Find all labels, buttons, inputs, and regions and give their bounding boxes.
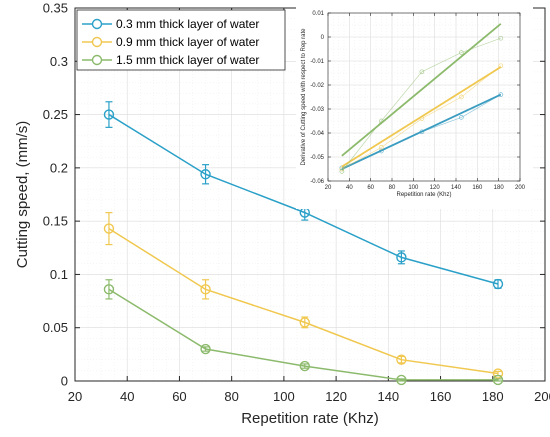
legend-swatch-marker — [91, 36, 103, 48]
data-point — [200, 343, 211, 355]
y-axis-label: Derivative of Cutting speed with respect… — [301, 28, 307, 166]
legend-swatch-marker — [91, 18, 103, 30]
inset-fit-line — [341, 66, 502, 168]
inset-series — [339, 63, 504, 172]
y-tick-label: -0.01 — [310, 59, 324, 65]
data-point — [299, 360, 310, 372]
x-tick-label: 180 — [482, 389, 504, 404]
y-tick-label: 0.3 — [50, 54, 68, 69]
y-tick-label: 0.25 — [43, 107, 68, 122]
axes-frame — [327, 12, 521, 182]
x-tick-label: 120 — [430, 185, 441, 191]
y-tick-label: -0.03 — [310, 107, 324, 113]
y-tick-label: 0 — [61, 374, 68, 389]
data-point — [200, 284, 211, 295]
inset-fit-line — [341, 23, 502, 157]
y-tick-label: -0.02 — [310, 83, 324, 89]
inset-data-point — [458, 50, 464, 55]
data-point — [103, 223, 115, 234]
data-point — [396, 374, 407, 386]
legend-label: 0.9 mm thick layer of water — [116, 35, 259, 49]
inset-data-line — [341, 65, 502, 170]
x-tick-label: 100 — [408, 185, 419, 191]
data-point — [396, 252, 407, 263]
x-tick-label: 40 — [120, 389, 134, 404]
x-tick-label: 120 — [325, 389, 347, 404]
data-point — [103, 109, 115, 120]
x-tick-label: 160 — [472, 185, 483, 191]
data-point — [299, 317, 310, 328]
y-tick-label: 0.35 — [43, 1, 68, 16]
series — [103, 279, 504, 386]
x-tick-label: 200 — [515, 185, 526, 191]
x-tick-label: 40 — [346, 185, 353, 191]
x-tick-label: 60 — [367, 185, 374, 191]
x-tick-label: 20 — [68, 389, 82, 404]
series — [103, 212, 504, 379]
x-axis-label: Repetition rate (Khz) — [396, 192, 451, 198]
legend-swatch-marker — [91, 54, 103, 66]
x-tick-label: 100 — [273, 389, 295, 404]
x-tick-label: 180 — [494, 185, 505, 191]
x-tick-label: 80 — [224, 389, 238, 404]
y-tick-label: -0.04 — [310, 131, 324, 137]
x-axis-label: Repetition rate (Khz) — [241, 410, 379, 427]
data-point — [200, 169, 211, 180]
y-tick-label: -0.06 — [310, 179, 324, 185]
data-point — [492, 368, 504, 379]
x-tick-label: 20 — [325, 185, 332, 191]
axes: 2040608010012014016018020000.050.10.150.… — [14, 1, 550, 428]
data-point — [103, 284, 115, 295]
x-tick-label: 160 — [430, 389, 452, 404]
inset-plot: 20 40 60 80 100 120 140 160 180 200 -0.06 -0.05 -0.0… — [296, 5, 533, 209]
y-tick-label: 0 — [321, 35, 325, 41]
inset-fit-line — [341, 93, 502, 170]
x-tick-label: 140 — [377, 389, 399, 404]
y-tick-label: 0.15 — [43, 214, 68, 229]
y-axis-label: Cutting speed, (mm/s) — [14, 121, 31, 269]
data-point — [396, 354, 407, 365]
data-point — [492, 374, 504, 386]
inset-data-point — [378, 145, 384, 150]
axes: 20 40 60 80 100 120 140 160 180 200 -0.06 -0.05 -0.0… — [301, 11, 526, 198]
inset-data-point — [339, 169, 345, 174]
data-point — [492, 278, 504, 290]
y-tick-label: 0.1 — [50, 267, 68, 282]
x-tick-label: 200 — [534, 389, 550, 404]
x-tick-label: 80 — [389, 185, 396, 191]
y-tick-label: 0.2 — [50, 160, 68, 175]
inset-data-point — [458, 94, 464, 100]
inset-data-line — [341, 37, 501, 172]
inset-data-point — [458, 115, 464, 120]
x-tick-label: 60 — [172, 389, 186, 404]
y-tick-label: -0.05 — [310, 155, 324, 161]
inset-data-point — [498, 35, 504, 41]
y-tick-label: 0.05 — [43, 320, 68, 335]
y-tick-label: 0.01 — [312, 11, 324, 17]
legend-label: 0.3 mm thick layer of water — [116, 17, 259, 31]
inset-series — [339, 23, 504, 174]
x-tick-label: 140 — [451, 185, 462, 191]
legend-label: 1.5 mm thick layer of water — [116, 53, 259, 67]
legend: 0.3 mm thick layer of water 0.9 mm thick … — [76, 9, 286, 71]
inset-data-point — [419, 69, 425, 75]
